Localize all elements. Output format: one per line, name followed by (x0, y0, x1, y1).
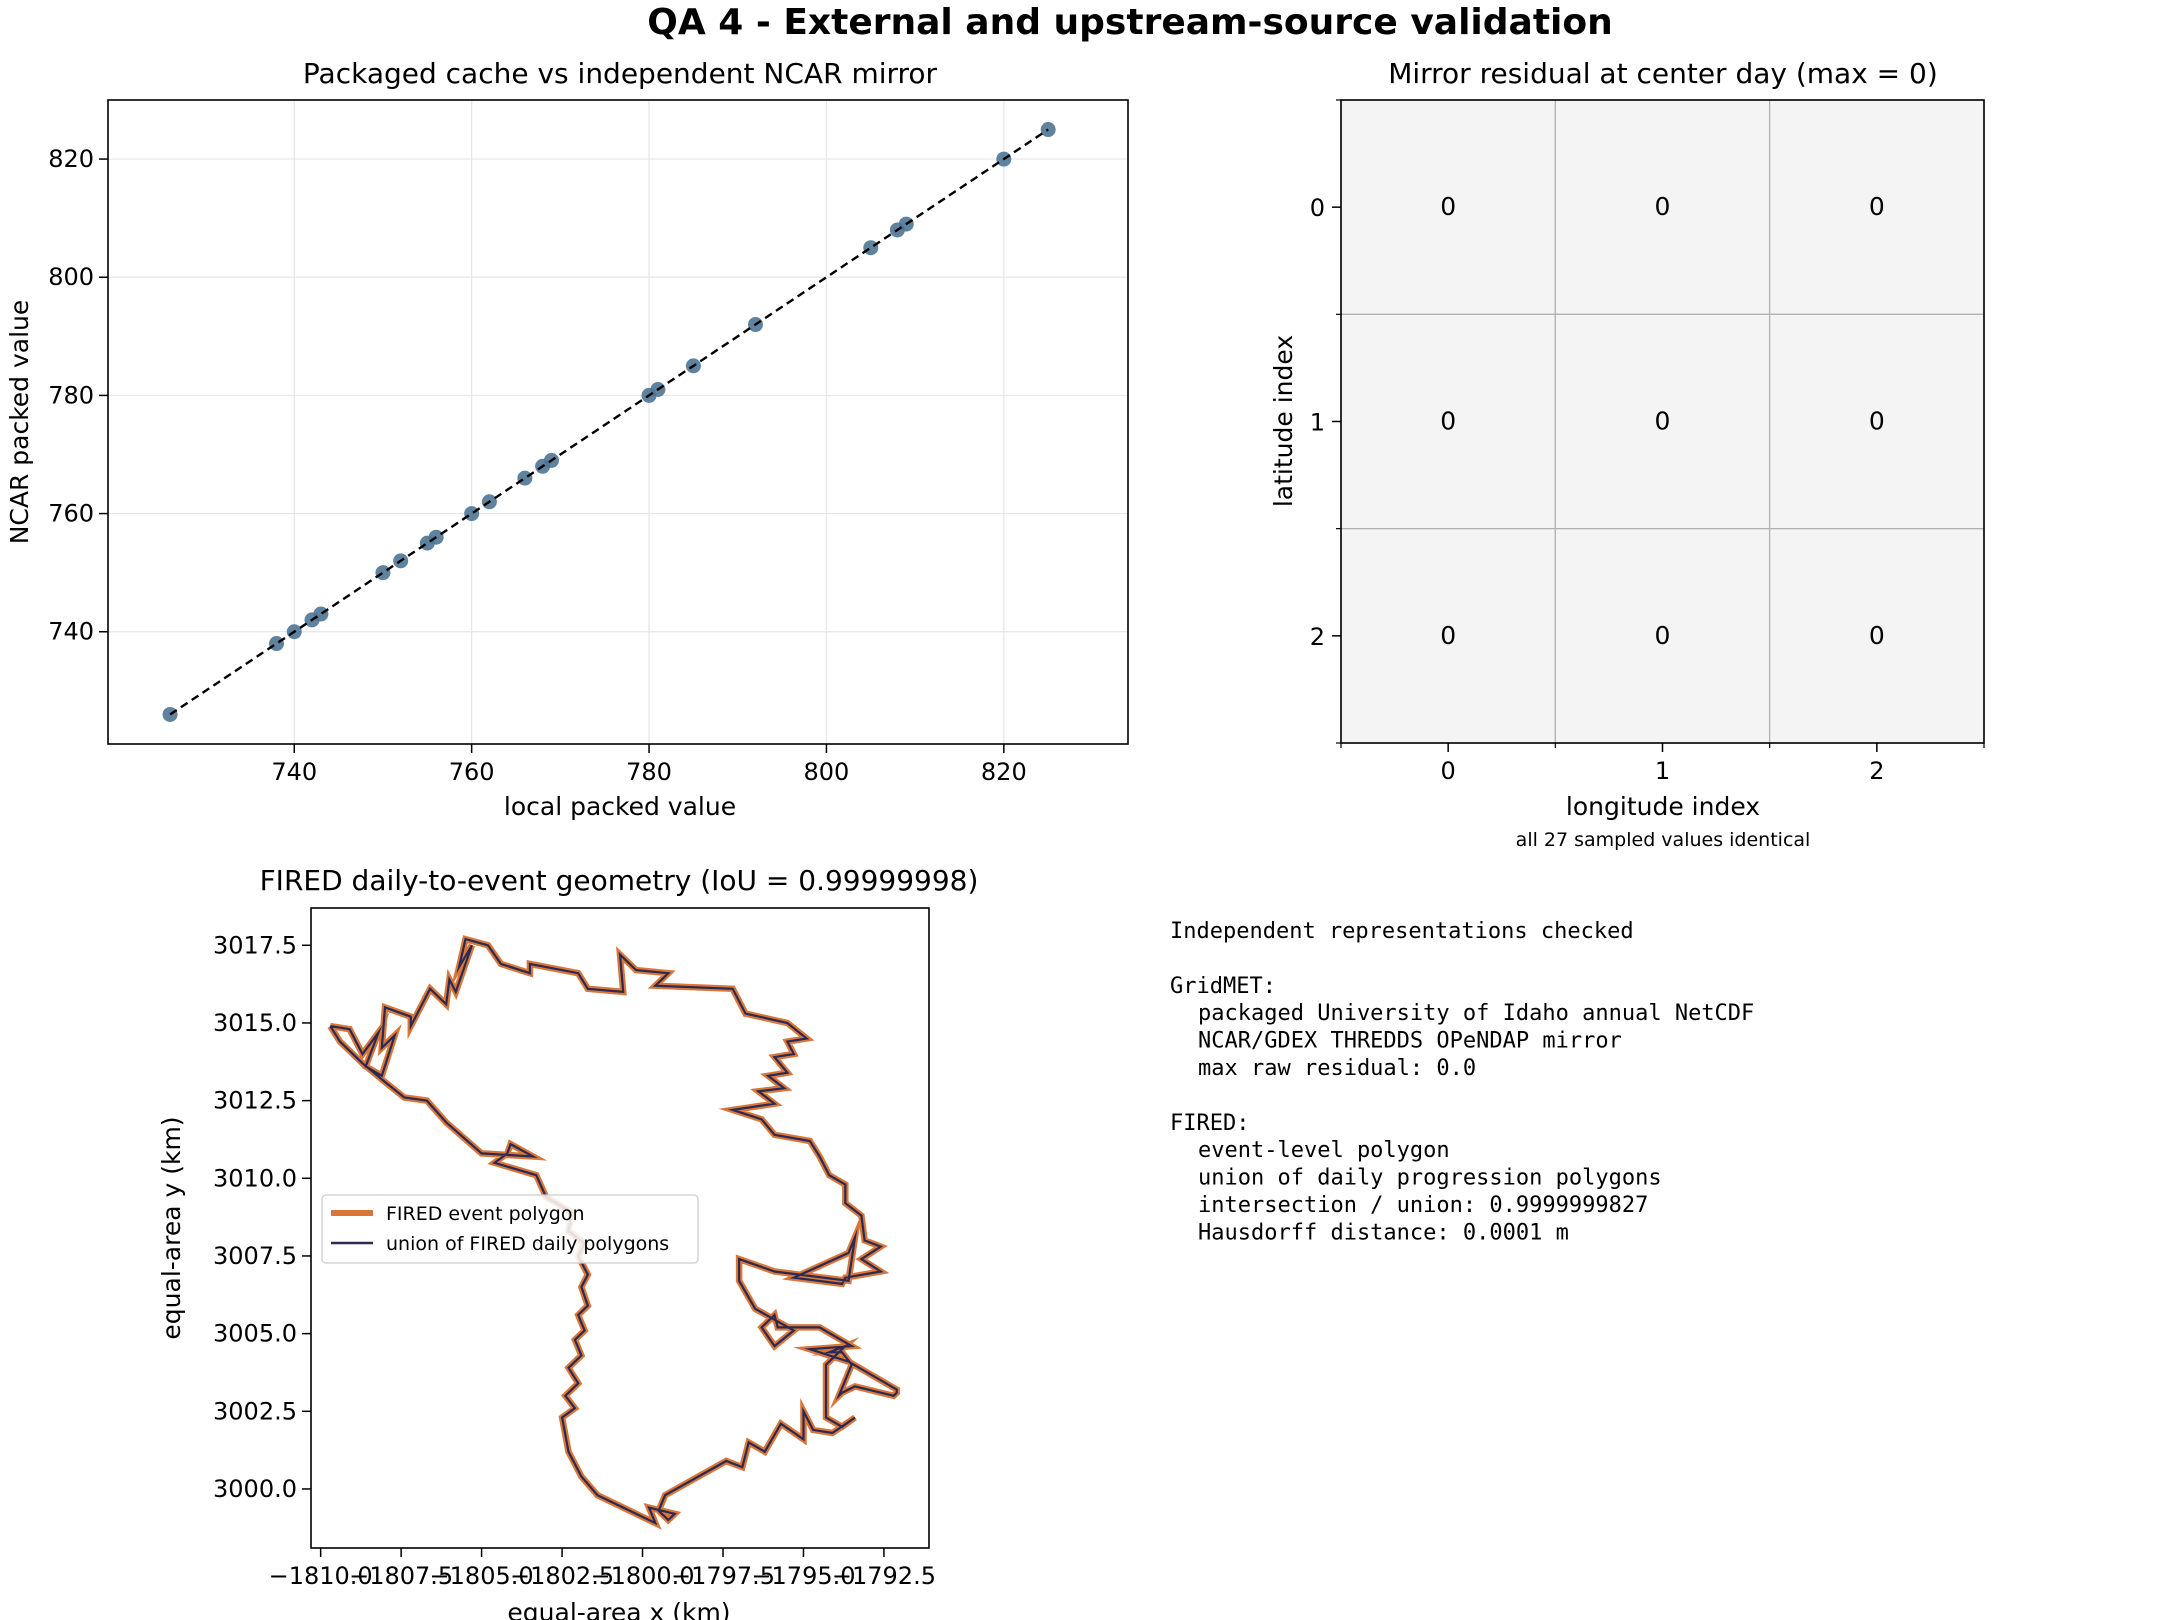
scatter-reference-line (169, 128, 1049, 716)
summary-line-1-3: Hausdorff distance: 0.0001 m (1198, 1220, 1569, 1245)
heatmap-y-tick-label-0: 0 (1310, 194, 1325, 222)
heatmap-value-2-2: 0 (1869, 621, 1885, 650)
heatmap-value-1-2: 0 (1869, 407, 1885, 436)
scatter-point-4 (313, 606, 329, 622)
geometry-x-tick-label-2: −1805.0 (430, 1562, 534, 1590)
heatmap-y-tick-label-2: 2 (1310, 623, 1325, 651)
scatter-x-label: local packed value (504, 792, 736, 821)
heatmap-x-tick-label-0: 0 (1441, 757, 1456, 785)
heatmap-y-label: latitude index (1269, 335, 1298, 507)
heatmap-value-0-0: 0 (1440, 192, 1456, 221)
legend-label-union: union of FIRED daily polygons (386, 1233, 669, 1255)
geometry-y-tick-label-5: 3012.5 (213, 1087, 297, 1115)
heatmap-ticks: 0 1 2 0 1 2 (1310, 99, 1985, 785)
summary-section-label-1: FIRED: (1170, 1111, 1249, 1136)
heatmap-cells: 0 0 0 0 0 0 0 0 0 (1340, 99, 1985, 744)
geometry-y-tick-label-2: 3005.0 (213, 1320, 297, 1348)
summary-text: Independent representations checked GridM… (1170, 919, 1754, 1245)
legend-box (321, 1194, 699, 1264)
heatmap-panel: Mirror residual at center day (max = 0) … (1269, 57, 1985, 851)
heatmap-value-0-1: 0 (1655, 192, 1671, 221)
scatter-y-tick-label-2: 780 (48, 381, 94, 409)
summary-line-1-2: intersection / union: 0.9999999827 (1198, 1193, 1648, 1218)
summary-heading: Independent representations checked (1170, 919, 1634, 944)
scatter-y-tick-label-0: 740 (48, 618, 94, 646)
heatmap-x-tick-label-1: 1 (1655, 757, 1670, 785)
scatter-frame (107, 99, 1129, 745)
heatmap-x-label: longitude index (1566, 792, 1760, 821)
summary-line-0-0: packaged University of Idaho annual NetC… (1198, 1001, 1754, 1026)
heatmap-cell-2-2 (1769, 528, 1985, 744)
heatmap-value-2-0: 0 (1440, 621, 1456, 650)
fired-daily-union-line (329, 937, 898, 1526)
scatter-x-tick-label-4: 820 (981, 758, 1027, 786)
heatmap-y-tick-label-1: 1 (1310, 409, 1325, 437)
figure-title: QA 4 - External and upstream-source vali… (647, 2, 1612, 43)
heatmap-x-tick-label-2: 2 (1869, 757, 1884, 785)
scatter-point-1 (269, 636, 285, 652)
scatter-y-tick-label-3: 800 (48, 263, 94, 291)
geometry-frame (310, 907, 930, 1549)
summary-line-0-1: NCAR/GDEX THREDDS OPeNDAP mirror (1198, 1029, 1622, 1054)
heatmap-value-1-0: 0 (1440, 407, 1456, 436)
geometry-y-label: equal-area y (km) (157, 1116, 186, 1339)
scatter-x-tick-label-1: 760 (449, 758, 495, 786)
summary-line-0-2: max raw residual: 0.0 (1198, 1056, 1476, 1081)
scatter-grid (108, 100, 1128, 744)
geometry-x-tick-label-7: −1792.5 (832, 1562, 936, 1590)
heatmap-cell-0-0 (1340, 99, 1556, 315)
heatmap-value-1-1: 0 (1655, 407, 1671, 436)
geometry-legend: FIRED event polygon union of FIRED daily… (321, 1194, 699, 1264)
scatter-point-18 (863, 240, 879, 256)
scatter-y-tick-label-1: 760 (48, 500, 94, 528)
heatmap-cell-0-2 (1769, 99, 1985, 315)
summary-line-1-1: union of daily progression polygons (1198, 1166, 1662, 1191)
summary-line-1-0: event-level polygon (1198, 1138, 1450, 1163)
heatmap-cell-0-1 (1554, 99, 1771, 315)
geometry-y-tick-label-7: 3017.5 (213, 931, 297, 959)
scatter-x-tick-label-0: 740 (271, 758, 317, 786)
heatmap-title: Mirror residual at center day (max = 0) (1388, 57, 1938, 90)
heatmap-cell-2-1 (1554, 528, 1771, 744)
scatter-x-tick-label-3: 800 (804, 758, 850, 786)
heatmap-value-2-1: 0 (1655, 621, 1671, 650)
scatter-point-11 (517, 470, 533, 486)
geometry-x-label: equal-area x (km) (507, 1598, 730, 1620)
summary-section-label-0: GridMET: (1170, 974, 1276, 999)
scatter-ticks: 740 760 780 800 820 740 760 780 800 820 (48, 145, 1027, 786)
heatmap-caption: all 27 sampled values identical (1516, 829, 1811, 851)
scatter-y-tick-label-4: 820 (48, 145, 94, 173)
scatter-point-22 (1040, 122, 1056, 138)
heatmap-value-0-2: 0 (1869, 192, 1885, 221)
geometry-title: FIRED daily-to-event geometry (IoU = 0.9… (260, 864, 979, 897)
geometry-x-tick-label-0: −1810.0 (269, 1562, 373, 1590)
geometry-y-tick-label-3: 3007.5 (213, 1242, 297, 1270)
heatmap-cell-1-2 (1769, 313, 1985, 530)
geometry-x-tick-label-5: −1797.5 (671, 1562, 775, 1590)
geometry-x-tick-label-4: −1800.0 (590, 1562, 694, 1590)
geometry-panel: FIRED daily-to-event geometry (IoU = 0.9… (157, 864, 978, 1620)
geometry-ticks: −1810.0−1807.5−1805.0−1802.5−1800.0−1797… (213, 931, 936, 1590)
scatter-title: Packaged cache vs independent NCAR mirro… (303, 57, 938, 90)
legend-label-event: FIRED event polygon (386, 1203, 585, 1225)
geometry-x-tick-label-6: −1795.0 (751, 1562, 855, 1590)
scatter-panel: Packaged cache vs independent NCAR mirro… (5, 57, 1129, 821)
scatter-x-tick-label-2: 780 (626, 758, 672, 786)
scatter-point-9 (464, 506, 480, 522)
geometry-y-tick-label-6: 3015.0 (213, 1009, 297, 1037)
scatter-point-5 (375, 565, 391, 581)
geometry-y-tick-label-4: 3010.0 (213, 1164, 297, 1192)
geometry-y-tick-label-0: 3000.0 (213, 1475, 297, 1503)
geometry-y-tick-label-1: 3002.5 (213, 1397, 297, 1425)
geometry-x-tick-label-3: −1802.5 (510, 1562, 614, 1590)
scatter-y-label: NCAR packed value (5, 300, 34, 545)
geometry-x-tick-label-1: −1807.5 (349, 1562, 453, 1590)
